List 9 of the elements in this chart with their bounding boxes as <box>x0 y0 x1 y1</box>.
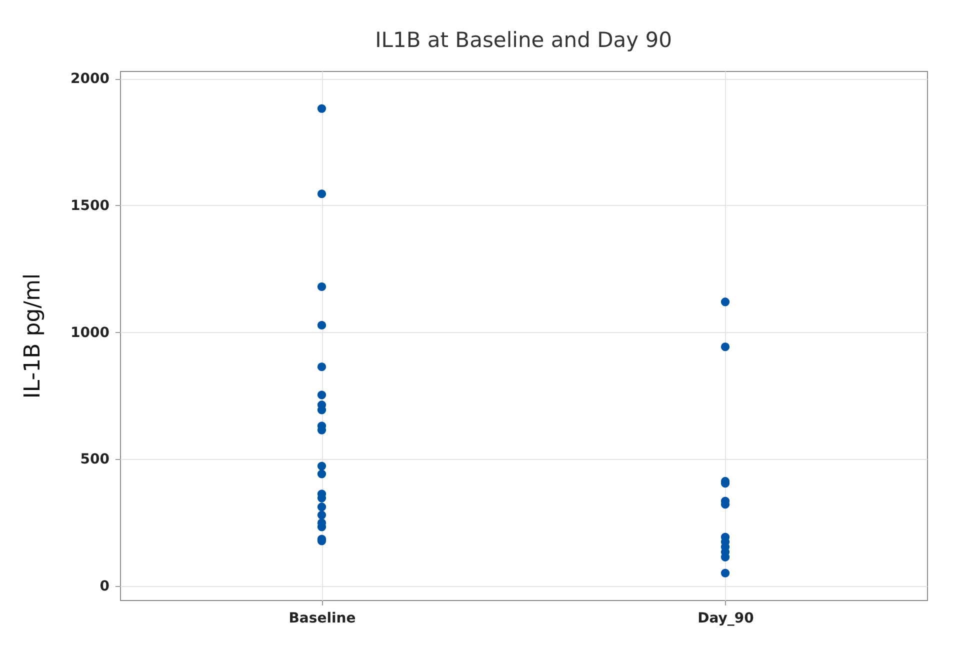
y-tick-label: 500 <box>80 452 110 468</box>
y-axis-title: IL-1B pg/ml <box>20 273 46 399</box>
y-tick-label: 2000 <box>70 71 110 88</box>
y-tick-label: 0 <box>100 578 110 595</box>
y-tick-label: 1500 <box>70 198 110 214</box>
chart-title: IL1B at Baseline and Day 90 <box>375 28 672 52</box>
x-tick-label: Baseline <box>288 610 356 626</box>
y-tick-label: 1000 <box>70 324 110 341</box>
x-tick-label: Day_90 <box>698 610 754 626</box>
